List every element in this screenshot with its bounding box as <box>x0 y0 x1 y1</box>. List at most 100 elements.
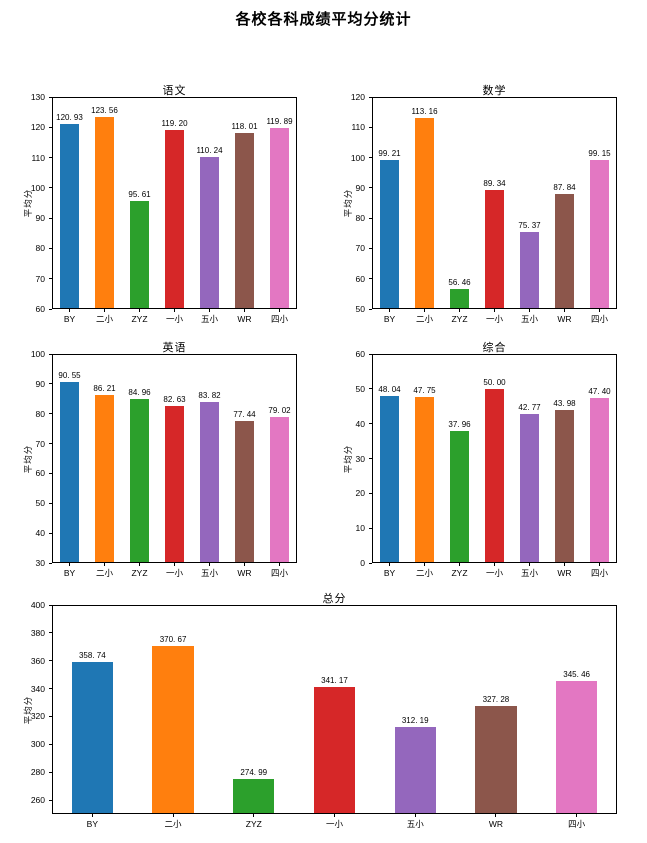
y-tick-label: 20 <box>355 488 365 499</box>
y-tick-label: 60 <box>35 468 45 479</box>
x-tick-mark <box>91 814 93 817</box>
x-tick-mark <box>494 563 495 566</box>
bar <box>414 117 435 308</box>
y-tick-mark <box>369 458 372 459</box>
bar <box>484 388 505 562</box>
y-tick-mark <box>49 187 52 189</box>
x-tick-label: 二小 <box>95 568 113 578</box>
y-tick-label: 320 <box>30 711 45 722</box>
y-tick-label: 100 <box>30 349 45 359</box>
bar-value-label: 274. 99 <box>240 768 268 778</box>
x-tick-mark <box>495 814 497 817</box>
y-tick-mark <box>49 715 52 717</box>
y-tick-mark <box>49 383 52 385</box>
bar <box>449 289 470 308</box>
x-tick-mark <box>599 563 600 566</box>
y-tick-mark <box>49 799 52 801</box>
bar-value-label: 327. 28 <box>482 695 510 705</box>
x-tick-mark <box>104 563 105 566</box>
y-tick-label: 100 <box>350 152 365 163</box>
x-tick-mark <box>599 309 600 312</box>
bar <box>164 405 185 562</box>
bar <box>94 395 115 562</box>
x-tick-mark <box>529 563 530 566</box>
bar <box>269 416 290 562</box>
x-tick-label: 五小 <box>520 568 538 578</box>
x-tick-mark <box>139 563 140 566</box>
y-tick-label: 30 <box>35 558 45 568</box>
x-tick-label: WR <box>488 819 503 829</box>
bar <box>129 201 150 308</box>
y-tick-label: 40 <box>35 528 45 539</box>
x-tick-label: 四小 <box>270 314 288 324</box>
y-tick-mark <box>369 126 372 128</box>
x-tick-mark <box>424 563 425 566</box>
bar-value-label: 87. 84 <box>553 183 576 193</box>
x-tick-mark <box>576 814 578 817</box>
bar-value-label: 83. 82 <box>198 391 221 401</box>
bar <box>554 194 575 308</box>
x-tick-label: 五小 <box>406 819 424 829</box>
x-tick-mark <box>244 309 245 312</box>
x-tick-label: WR <box>557 568 572 578</box>
y-tick-label: 280 <box>30 767 45 778</box>
y-tick-mark <box>49 413 52 415</box>
y-tick-mark <box>369 308 372 310</box>
y-tick-label: 360 <box>30 655 45 666</box>
bar-value-label: 113. 16 <box>411 106 438 116</box>
y-tick-mark <box>49 443 52 445</box>
x-tick-label: 一小 <box>485 314 503 324</box>
y-tick-mark <box>369 423 372 425</box>
bar <box>475 706 517 813</box>
x-tick-label: ZYZ <box>245 819 262 829</box>
y-tick-label: 130 <box>30 92 45 102</box>
y-tick-mark <box>49 502 52 504</box>
subplot-title: 语文 <box>162 85 187 97</box>
bar <box>129 398 150 562</box>
y-tick-label: 120 <box>350 92 365 102</box>
x-tick-mark <box>459 563 460 566</box>
y-tick-mark <box>369 217 372 219</box>
y-tick-mark <box>49 308 52 310</box>
bar-value-label: 99. 21 <box>378 148 401 158</box>
x-tick-mark <box>172 814 174 817</box>
x-tick-label: 二小 <box>415 568 433 578</box>
bar <box>59 382 80 562</box>
bar <box>94 116 115 308</box>
y-tick-label: 60 <box>35 304 45 314</box>
x-tick-mark <box>494 309 495 312</box>
x-tick-mark <box>389 309 390 312</box>
x-tick-mark <box>459 309 460 312</box>
y-tick-label: 380 <box>30 627 45 638</box>
x-tick-label: 四小 <box>270 568 288 578</box>
x-tick-label: 二小 <box>95 314 113 324</box>
bar-value-label: 345. 46 <box>563 669 590 679</box>
bar-value-label: 86. 21 <box>93 384 116 394</box>
x-tick-mark <box>414 814 416 817</box>
x-tick-mark <box>69 309 70 312</box>
bar-value-label: 120. 93 <box>56 113 83 123</box>
y-tick-mark <box>369 527 372 529</box>
x-tick-mark <box>174 309 175 312</box>
subplot-title: 综合 <box>482 342 507 354</box>
y-tick-label: 70 <box>35 438 45 449</box>
bar <box>394 727 436 813</box>
y-tick-label: 60 <box>355 273 365 284</box>
x-tick-label: BY <box>383 568 396 578</box>
bar-value-label: 47. 40 <box>588 386 611 396</box>
bar-value-label: 119. 20 <box>161 118 188 128</box>
bar-value-label: 118. 01 <box>231 122 258 132</box>
bar-value-label: 84. 96 <box>128 387 151 397</box>
bar-value-label: 42. 77 <box>518 403 541 413</box>
y-tick-mark <box>369 247 372 249</box>
x-tick-mark <box>334 814 335 817</box>
bar-value-label: 358. 74 <box>78 651 106 661</box>
bar-value-label: 47. 75 <box>413 385 436 395</box>
bar <box>269 127 290 308</box>
x-tick-mark <box>104 309 105 312</box>
y-tick-label: 50 <box>355 383 365 394</box>
y-tick-label: 90 <box>35 213 45 224</box>
y-tick-mark <box>49 217 52 219</box>
x-tick-mark <box>424 309 425 312</box>
y-tick-mark <box>49 96 52 98</box>
